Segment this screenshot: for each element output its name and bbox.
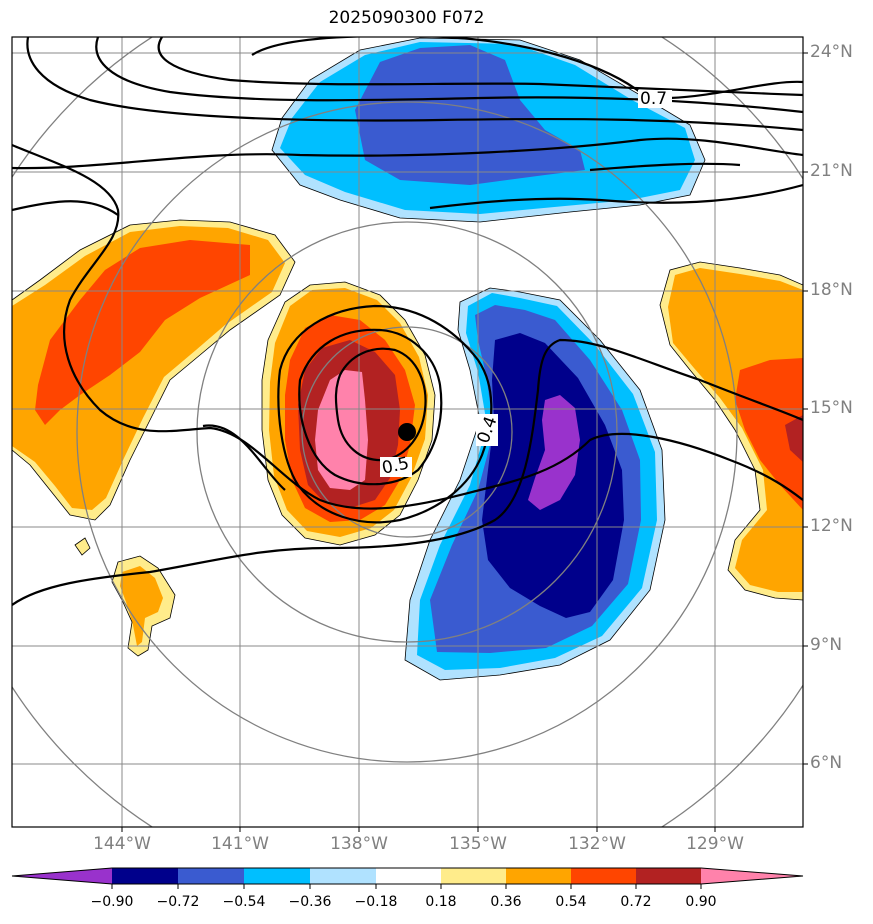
colorbar-tick-label: −0.36 <box>288 894 332 910</box>
colorbar-tick-label: 0.36 <box>490 894 522 910</box>
positive-region-east <box>660 262 803 600</box>
lat-label-24n: 24°N <box>810 42 853 62</box>
lon-label-138w: 138°W <box>330 834 388 854</box>
colorbar-tick-label: 0.72 <box>620 894 652 910</box>
lat-label-18n: 18°N <box>810 280 853 300</box>
positive-region-west <box>12 220 295 656</box>
negative-region-east <box>405 288 665 680</box>
positive-region-storm <box>262 282 435 545</box>
shade-outlines <box>12 37 803 681</box>
colorbar-tick-label: −0.18 <box>354 894 398 910</box>
lat-label-9n: 9°N <box>810 635 843 655</box>
lon-label-129w: 129°W <box>686 834 744 854</box>
shaded-fields <box>12 37 803 827</box>
lon-label-132w: 132°W <box>568 834 626 854</box>
contour-label-07: 0.7 <box>640 89 668 109</box>
tick-marks <box>121 52 808 832</box>
contour-lines <box>12 37 803 606</box>
colorbar-tick-label: 0.90 <box>685 894 717 910</box>
colorbar-tick-label: 0.54 <box>555 894 587 910</box>
lon-label-141w: 141°W <box>211 834 269 854</box>
contour-label-backgrounds <box>380 90 672 477</box>
map-frame <box>11 36 804 828</box>
colorbar-extend-max <box>701 868 803 884</box>
colorbar-tick-label: −0.90 <box>90 894 134 910</box>
lon-label-135w: 135°W <box>449 834 507 854</box>
lon-label-144w: 144°W <box>93 834 151 854</box>
graticule <box>12 37 803 827</box>
colorbar-tick-label: −0.72 <box>156 894 200 910</box>
lat-label-12n: 12°N <box>810 516 853 536</box>
lat-label-15n: 15°N <box>810 398 853 418</box>
range-rings <box>12 37 803 827</box>
storm-center-marker <box>398 423 416 441</box>
colorbar-tick-label: 0.18 <box>425 894 457 910</box>
lat-label-21n: 21°N <box>810 161 853 181</box>
map-title: 2025090300 F072 <box>328 8 485 28</box>
lat-label-6n: 6°N <box>810 753 843 773</box>
colorbar-tick-label: −0.54 <box>222 894 266 910</box>
colorbar <box>11 867 804 889</box>
negative-region-north <box>272 38 705 222</box>
colorbar-extend-min <box>12 868 112 884</box>
